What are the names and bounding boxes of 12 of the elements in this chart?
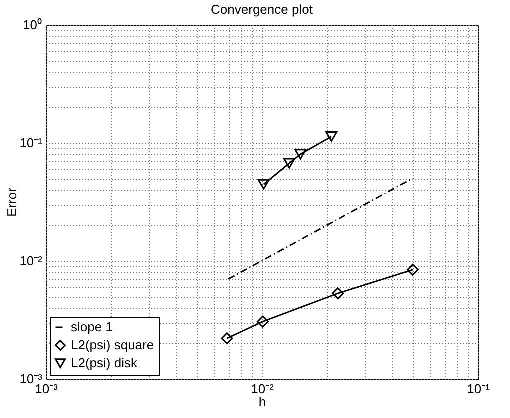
x-tick-label: 10⁻²	[251, 382, 275, 396]
y-axis-title: Error	[4, 187, 20, 217]
y-tick-label: 10⁻²	[20, 254, 44, 268]
x-axis-title: h	[258, 394, 266, 410]
legend-label: L2(psi) disk	[71, 356, 138, 370]
y-tick-label: 10⁰	[23, 18, 42, 32]
chart-title: Convergence plot	[211, 2, 314, 17]
y-tick-label: 10⁻¹	[20, 136, 44, 150]
x-tick-label: 10⁻¹	[467, 382, 491, 396]
legend-label: slope 1	[71, 320, 113, 334]
legend-label: L2(psi) square	[71, 338, 154, 352]
x-tick-label: 10⁻³	[35, 382, 59, 396]
